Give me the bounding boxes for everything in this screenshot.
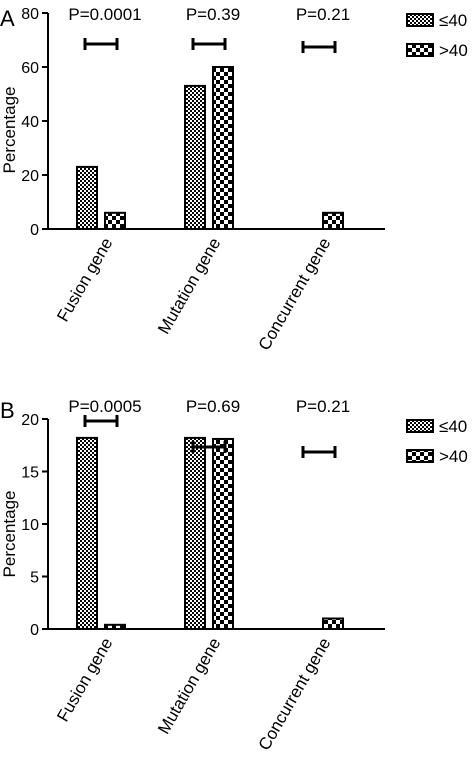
y-axis-label-b: Percentage — [0, 491, 19, 578]
bar — [322, 211, 344, 231]
bars-b — [76, 436, 344, 631]
legend-swatch — [406, 13, 434, 27]
legend-a: ≤40 >40 — [406, 11, 468, 60]
bar — [76, 436, 98, 630]
bar — [184, 84, 206, 231]
p-value-label: P=0.0001 — [68, 5, 141, 24]
legend-label: ≤40 — [439, 11, 467, 30]
y-tick-label: 5 — [30, 570, 39, 587]
y-tick-label: 20 — [21, 412, 39, 429]
x-tick-labels-a: Fusion gene Mutation gene Concurrent gene — [53, 235, 334, 354]
p-value-label: P=0.69 — [186, 397, 240, 416]
legend-label: >40 — [439, 41, 468, 60]
bar — [184, 436, 206, 630]
bar — [212, 66, 234, 230]
x-tick-label: Concurrent gene — [255, 635, 335, 754]
y-tick-label: 0 — [30, 622, 39, 639]
bar — [76, 165, 98, 230]
y-tick-label: 60 — [21, 60, 39, 77]
y-tick-label: 10 — [21, 517, 39, 534]
x-tick-labels-b: Fusion gene Mutation gene Concurrent gene — [53, 635, 334, 754]
legend-swatch — [406, 449, 434, 463]
y-tick-label: 20 — [21, 168, 39, 185]
p-value-label: P=0.0005 — [68, 397, 141, 416]
legend-b: ≤40 >40 — [406, 417, 468, 466]
legend-label: >40 — [439, 447, 468, 466]
x-tick-label: Fusion gene — [53, 635, 116, 726]
y-tick-label: 15 — [21, 465, 39, 482]
p-values-a: P=0.0001 P=0.39 P=0.21 — [68, 5, 350, 53]
p-value-label: P=0.21 — [296, 397, 350, 416]
panel-label-b: B — [0, 398, 15, 423]
bar — [212, 437, 234, 631]
x-tick-label: Concurrent gene — [255, 235, 335, 354]
x-tick-label: Fusion gene — [53, 235, 116, 326]
bar — [104, 623, 126, 630]
x-tick-label: Mutation gene — [154, 635, 224, 738]
p-values-b: P=0.0005 P=0.69 P=0.21 — [68, 397, 350, 458]
p-value-label: P=0.21 — [296, 5, 350, 24]
x-tick-label: Mutation gene — [154, 235, 224, 338]
y-tick-label: 0 — [30, 222, 39, 239]
bar — [104, 211, 126, 231]
p-value-label: P=0.39 — [186, 5, 240, 24]
y-axis-a: 0 20 40 60 80 — [21, 6, 385, 239]
legend-label: ≤40 — [439, 417, 467, 436]
bar — [322, 617, 344, 630]
y-tick-label: 80 — [21, 6, 39, 23]
bars-a — [76, 66, 344, 231]
legend-swatch — [406, 43, 434, 57]
y-tick-label: 40 — [21, 114, 39, 131]
y-axis-label-a: Percentage — [0, 87, 19, 174]
legend-swatch — [406, 419, 434, 433]
panel-label-a: A — [0, 6, 15, 31]
